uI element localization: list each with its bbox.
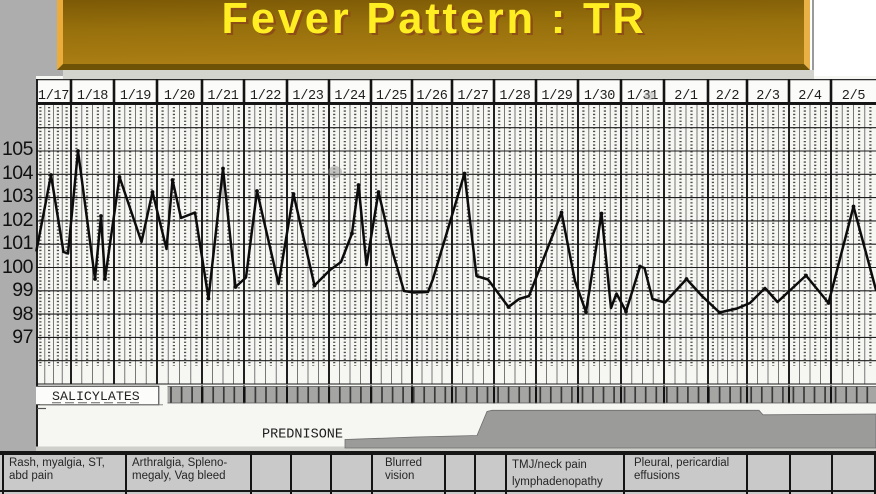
svg-text:1/27: 1/27 xyxy=(457,89,488,104)
svg-text:2/5: 2/5 xyxy=(842,89,866,104)
svg-text:2/1: 2/1 xyxy=(674,89,698,104)
svg-text:Fever Pattern : TR: Fever Pattern : TR xyxy=(224,0,649,45)
svg-text:Fever Pattern : TR: Fever Pattern : TR xyxy=(221,0,646,43)
svg-text:2/2: 2/2 xyxy=(716,89,740,104)
svg-text:1/24: 1/24 xyxy=(334,89,365,104)
svg-text:1/29: 1/29 xyxy=(541,89,572,104)
svg-text:2/3: 2/3 xyxy=(756,89,780,104)
svg-text:1/19: 1/19 xyxy=(120,89,151,104)
svg-text:1/28: 1/28 xyxy=(499,89,530,104)
svg-text:1/26: 1/26 xyxy=(416,89,447,104)
svg-text:1/17: 1/17 xyxy=(38,89,69,104)
svg-text:1/20: 1/20 xyxy=(164,89,195,104)
svg-text:1/31: 1/31 xyxy=(627,89,658,104)
svg-text:1/21: 1/21 xyxy=(207,89,238,104)
svg-text:1/23: 1/23 xyxy=(292,89,323,104)
svg-text:SALICYLATES: SALICYLATES xyxy=(52,389,140,404)
svg-text:PREDNISONE: PREDNISONE xyxy=(262,428,343,443)
svg-text:1/18: 1/18 xyxy=(77,89,108,104)
svg-text:1/30: 1/30 xyxy=(584,89,615,104)
svg-text:1/22: 1/22 xyxy=(250,89,281,104)
svg-text:1/25: 1/25 xyxy=(376,89,407,104)
svg-text:2/4: 2/4 xyxy=(798,89,822,104)
